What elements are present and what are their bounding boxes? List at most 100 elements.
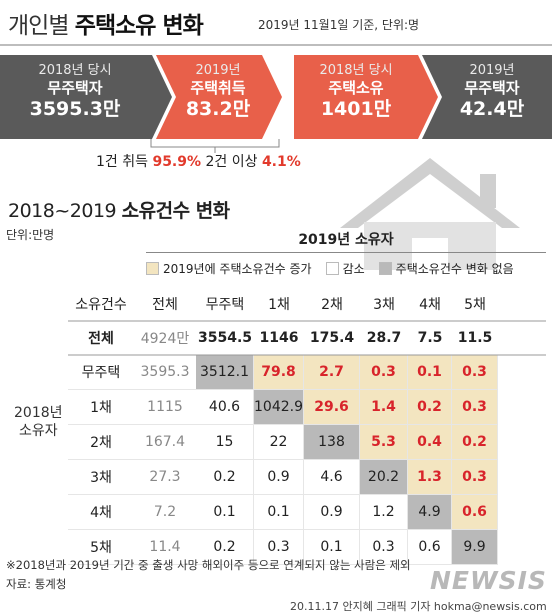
cell-nochange: 3512.1 <box>196 355 254 390</box>
row-group-label: 2018년 소유자 <box>14 405 63 439</box>
total-cell: 4924만 <box>140 331 190 347</box>
cell-increase: 0.3 <box>360 355 408 390</box>
row-label: 3채 <box>68 460 134 495</box>
row-label: 1채 <box>68 390 134 425</box>
table-row: 3채 27.3 0.2 0.9 4.6 20.2 1.3 0.3 <box>68 460 498 495</box>
total-row: 전체 4924만 3554.5 1146 175.4 28.7 7.5 11.5 <box>68 321 498 355</box>
cell-decrease: 22 <box>254 425 304 460</box>
table-title: 2019년 소유자 <box>298 232 394 248</box>
header-cell: 무주택 <box>205 297 245 313</box>
cell-nochange: 20.2 <box>360 460 408 495</box>
header-cell: 전체 <box>152 297 178 313</box>
total-cell: 3554.5 <box>197 330 253 346</box>
cell-increase: 0.2 <box>408 390 452 425</box>
cell-nochange: 4.9 <box>408 495 452 530</box>
cell-decrease: 1.2 <box>360 495 408 530</box>
legend-swatch-increase <box>146 262 159 275</box>
header-cell: 3채 <box>373 297 395 313</box>
row-total: 1115 <box>134 390 196 425</box>
total-cell: 175.4 <box>309 330 355 346</box>
cell-decrease: 0.9 <box>254 460 304 495</box>
footnote: ※2018년과 2019년 기간 중 출생 사망 해외이주 등으로 연계되지 않… <box>6 558 411 572</box>
cell-decrease: 0.2 <box>196 460 254 495</box>
header-cell: 2채 <box>321 297 343 313</box>
ownership-matrix: 소유건수 전체 무주택 1채 2채 3채 4채 5채 전체 4924만 3554… <box>68 287 498 565</box>
cell-decrease: 15 <box>196 425 254 460</box>
row-label: 4채 <box>68 495 134 530</box>
cell-decrease: 0.2 <box>196 530 254 565</box>
flow-left-from-shape <box>0 55 172 139</box>
house-icon <box>340 158 520 270</box>
cell-increase: 0.2 <box>452 425 498 460</box>
flow-right-to-shape <box>422 55 552 139</box>
row-total: 11.4 <box>134 530 196 565</box>
total-row-label: 전체 <box>88 331 114 347</box>
cell-nochange: 138 <box>304 425 360 460</box>
row-label: 무주택 <box>68 355 134 390</box>
legend-nochange: 주택소유건수 변화 없음 <box>395 262 514 276</box>
cell-decrease: 0.3 <box>360 530 408 565</box>
row-label: 5채 <box>68 530 134 565</box>
flow-left-to: 2019년 주택취득 83.2만 <box>185 63 251 120</box>
credit: 20.11.17 안지혜 그래픽 기자 hokma@newsis.com <box>290 600 547 613</box>
cell-decrease: 0.1 <box>304 530 360 565</box>
breakdown-bracket <box>150 139 280 153</box>
cell-increase: 1.3 <box>408 460 452 495</box>
cell-increase: 2.7 <box>304 355 360 390</box>
cell-decrease: 0.3 <box>254 530 304 565</box>
cell-increase: 1.4 <box>360 390 408 425</box>
table-row: 5채 11.4 0.2 0.3 0.1 0.3 0.6 9.9 <box>68 530 498 565</box>
cell-increase: 29.6 <box>304 390 360 425</box>
row-total: 167.4 <box>134 425 196 460</box>
cell-nochange: 1042.9 <box>254 390 304 425</box>
cell-increase: 0.4 <box>408 425 452 460</box>
header-cell: 소유건수 <box>75 297 127 313</box>
legend-increase: 2019년에 주택소유건수 증가 <box>163 262 312 276</box>
cell-decrease: 0.1 <box>254 495 304 530</box>
flow-left-to-shape <box>156 55 282 139</box>
table-title-rule <box>146 252 546 253</box>
row-label: 2채 <box>68 425 134 460</box>
total-cell: 7.5 <box>417 330 443 346</box>
cell-increase: 5.3 <box>360 425 408 460</box>
cell-nochange: 9.9 <box>452 530 498 565</box>
table-row: 4채 7.2 0.1 0.1 0.9 1.2 4.9 0.6 <box>68 495 498 530</box>
cell-increase: 0.3 <box>452 355 498 390</box>
header-row: 소유건수 전체 무주택 1채 2채 3채 4채 5채 <box>68 287 498 321</box>
header-cell: 1채 <box>268 297 290 313</box>
title-divider <box>0 44 552 46</box>
cell-increase: 0.1 <box>408 355 452 390</box>
cell-decrease: 0.9 <box>304 495 360 530</box>
cell-increase: 79.8 <box>254 355 304 390</box>
source: 자료: 통계청 <box>6 577 67 591</box>
cell-increase: 0.3 <box>452 390 498 425</box>
header-cell: 5채 <box>464 297 486 313</box>
flow-right-arrows <box>294 55 552 139</box>
total-cell: 28.7 <box>366 330 402 346</box>
flow-right-from-shape <box>294 55 438 139</box>
legend: 2019년에 주택소유건수 증가 감소 주택소유건수 변화 없음 <box>146 260 514 277</box>
cell-increase: 0.3 <box>452 460 498 495</box>
page-title: 개인별 주택소유 변화 <box>8 13 204 39</box>
table-row: 무주택 3595.3 3512.1 79.8 2.7 0.3 0.1 0.3 <box>68 355 498 390</box>
row-total: 27.3 <box>134 460 196 495</box>
legend-decrease: 감소 <box>342 262 365 276</box>
cell-decrease: 4.6 <box>304 460 360 495</box>
cell-decrease: 40.6 <box>196 390 254 425</box>
cell-decrease: 0.1 <box>196 495 254 530</box>
flow-left-from: 2018년 당시 무주택자 3595.3만 <box>29 63 121 120</box>
flow-left-arrows <box>0 55 282 139</box>
unit-label: 단위:만명 <box>6 228 55 242</box>
table-row: 1채 1115 40.6 1042.9 29.6 1.4 0.2 0.3 <box>68 390 498 425</box>
cell-decrease: 0.6 <box>408 530 452 565</box>
legend-swatch-nochange <box>378 262 392 275</box>
header-cell: 4채 <box>419 297 441 313</box>
table-row: 2채 167.4 15 22 138 5.3 0.4 0.2 <box>68 425 498 460</box>
row-total: 7.2 <box>134 495 196 530</box>
total-cell: 1146 <box>259 330 299 346</box>
row-total: 3595.3 <box>134 355 196 390</box>
flow-right-from: 2018년 당시 주택소유 1401만 <box>319 63 393 120</box>
cell-increase: 0.6 <box>452 495 498 530</box>
acquisition-breakdown: 1건 취득 95.9% 2건 이상 4.1% <box>96 154 301 170</box>
newsis-logo: NEWSIS <box>430 566 547 595</box>
